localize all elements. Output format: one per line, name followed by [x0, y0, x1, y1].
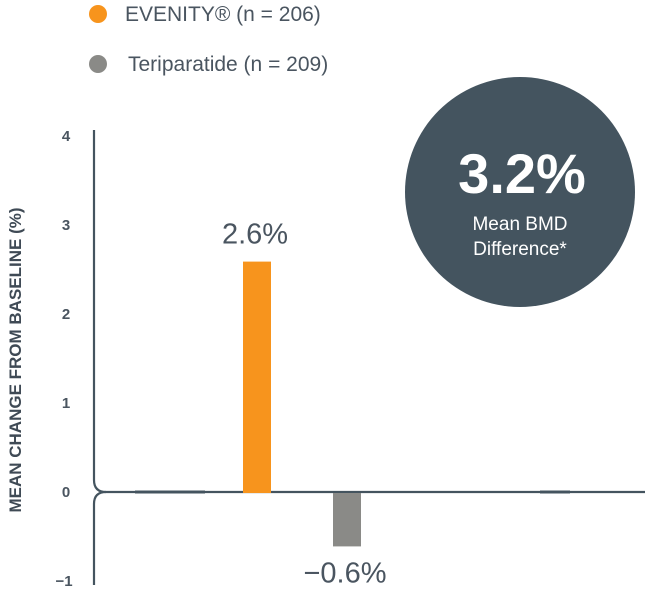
- callout-value: 3.2%: [458, 142, 586, 205]
- y-tick-label: 1: [62, 395, 70, 412]
- y-tick-label: 0: [62, 484, 70, 501]
- callout-line-1: Mean BMD: [472, 214, 567, 235]
- y-ticks: 4 3 2 1 0 −1: [55, 128, 72, 590]
- y-tick-label: 2: [62, 306, 70, 323]
- y-axis-lower: [92, 490, 107, 585]
- y-tick-label: −1: [55, 573, 72, 590]
- bar-teriparatide: [333, 493, 361, 547]
- data-label-evenity: 2.6%: [222, 219, 288, 251]
- data-label-teriparatide: −0.6%: [303, 557, 386, 589]
- y-tick-label: 4: [62, 128, 71, 145]
- difference-callout: 3.2% Mean BMD Difference*: [405, 77, 635, 307]
- y-tick-label: 3: [62, 217, 70, 234]
- legend-label-evenity: EVENITY® (n = 206): [125, 3, 321, 26]
- legend: EVENITY® (n = 206) Teriparatide (n = 209…: [89, 3, 328, 76]
- legend-label-teriparatide: Teriparatide (n = 209): [128, 53, 328, 76]
- y-axis-title: MEAN CHANGE FROM BASELINE (%): [6, 207, 25, 512]
- callout-circle: [405, 77, 635, 307]
- legend-swatch-teriparatide: [89, 55, 107, 73]
- y-axis-upper: [92, 130, 107, 494]
- bar-evenity: [243, 261, 271, 493]
- callout-line-2: Difference*: [473, 239, 567, 260]
- legend-swatch-evenity: [89, 5, 107, 23]
